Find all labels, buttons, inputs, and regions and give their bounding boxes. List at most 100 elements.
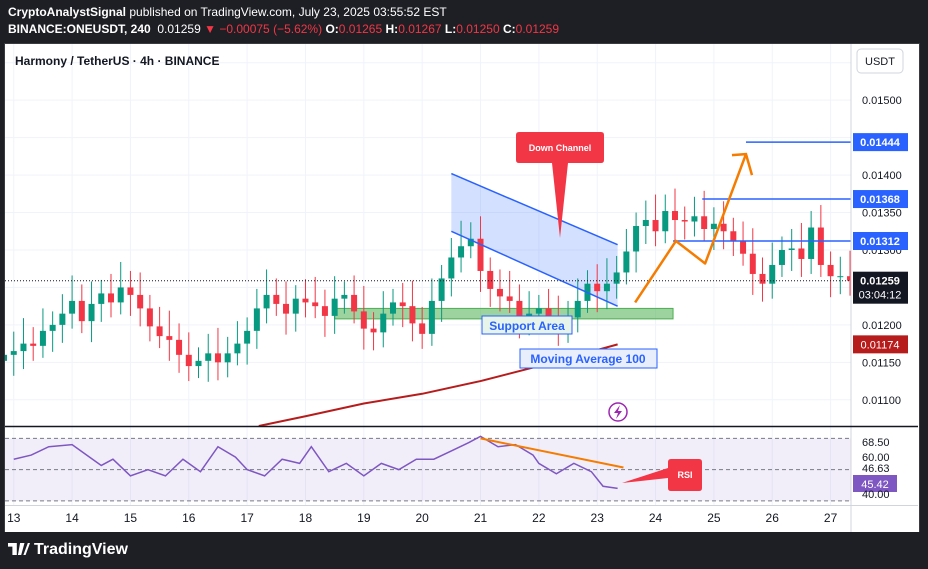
lightning-icon[interactable] [608,402,628,422]
candle-body[interactable] [399,302,406,307]
candle-body[interactable] [516,300,523,318]
candle-body[interactable] [448,257,455,279]
candle-body[interactable] [808,227,815,259]
candle-body[interactable] [224,353,231,363]
candle-body[interactable] [69,300,76,314]
rsi-pane[interactable] [5,435,851,502]
candle-body[interactable] [827,264,834,277]
candle-body[interactable] [788,248,795,250]
candle-body[interactable] [769,264,776,284]
rsi-line[interactable] [13,435,618,490]
candle-body[interactable] [117,287,124,303]
rsi-divergence-line[interactable] [480,437,624,469]
candle-body[interactable] [176,339,183,355]
candle-body[interactable] [244,330,251,344]
down-channel-callout[interactable]: Down Channel [516,132,604,238]
candle-body[interactable] [263,294,270,309]
candle-body[interactable] [360,311,367,329]
candle-body[interactable] [137,294,144,309]
ma-label-box[interactable]: Moving Average 100 [519,348,658,369]
candle-body[interactable] [623,251,630,273]
candle-body[interactable] [88,303,95,322]
drawings[interactable] [5,141,851,307]
tradingview-logo[interactable]: TradingView [8,541,128,559]
candle-body[interactable] [146,308,153,327]
candle-body[interactable] [166,336,173,340]
candle-body[interactable] [370,328,377,333]
candle-body[interactable] [506,296,513,301]
candle-body[interactable] [127,287,134,295]
candle-body[interactable] [642,220,649,227]
candle-body[interactable] [847,276,853,281]
candle-body[interactable] [749,253,756,274]
candle-body[interactable] [477,238,484,271]
candle-body[interactable] [438,278,445,301]
rsi-callout[interactable]: RSI [622,459,702,491]
candle-body[interactable] [214,353,221,363]
candle-body[interactable] [633,226,640,252]
candle-body[interactable] [701,216,708,230]
candle-body[interactable] [312,302,319,307]
candle-body[interactable] [59,313,66,325]
candle-body[interactable] [185,354,192,367]
candle-body[interactable] [545,308,552,322]
candle-body[interactable] [428,300,435,334]
candle-body[interactable] [331,298,338,316]
candle-body[interactable] [574,300,581,318]
currency-button[interactable] [856,48,904,74]
candle-body[interactable] [253,308,260,331]
candle-body[interactable] [273,294,280,304]
candle-body[interactable] [730,231,737,241]
candle-body[interactable] [740,240,747,254]
candle-body[interactable] [195,360,202,367]
candle-body[interactable] [798,248,805,259]
projection-path[interactable] [634,153,748,304]
candle-body[interactable] [837,276,844,278]
candle-body[interactable] [302,298,309,303]
candles[interactable] [1,188,853,382]
candle-body[interactable] [817,227,824,265]
candle-body[interactable] [662,211,669,232]
candle-body[interactable] [759,273,766,284]
candle-body[interactable] [10,351,17,355]
candle-body[interactable] [496,288,503,297]
candle-body[interactable] [778,249,785,265]
candle-body[interactable] [98,293,105,304]
support-label-box[interactable]: Support Area [481,315,573,335]
candle-body[interactable] [321,306,328,316]
candle-body[interactable] [156,326,163,337]
candle-body[interactable] [49,324,56,331]
candle-body[interactable] [30,343,37,346]
candle-body[interactable] [594,283,601,292]
candle-body[interactable] [613,272,620,284]
candle-body[interactable] [283,303,290,314]
candle-body[interactable] [652,220,659,232]
candle-body[interactable] [603,283,610,292]
candle-body[interactable] [458,246,465,258]
candle-body[interactable] [409,306,416,324]
candle-body[interactable] [535,308,542,314]
candle-body[interactable] [78,300,85,322]
candle-body[interactable] [720,223,727,232]
candle-body[interactable] [107,293,114,303]
candle-body[interactable] [351,294,358,312]
candle-body[interactable] [234,343,241,354]
candle-body[interactable] [380,313,387,333]
candle-body[interactable] [205,353,212,361]
candle-body[interactable] [389,302,396,314]
candle-body[interactable] [487,270,494,289]
down-channel-fill[interactable] [451,173,618,307]
candle-body[interactable] [341,294,348,299]
candle-body[interactable] [39,330,46,346]
candle-body[interactable] [1,354,8,361]
candle-body[interactable] [710,223,717,230]
candle-body[interactable] [292,298,299,314]
candle-body[interactable] [691,216,698,222]
author-name[interactable]: CryptoAnalystSignal [8,5,127,19]
candle-body[interactable] [681,220,688,222]
candle-body[interactable] [671,211,678,221]
candle-body[interactable] [419,323,426,334]
candle-body[interactable] [20,343,27,352]
channel-bottom-line[interactable] [451,230,618,307]
